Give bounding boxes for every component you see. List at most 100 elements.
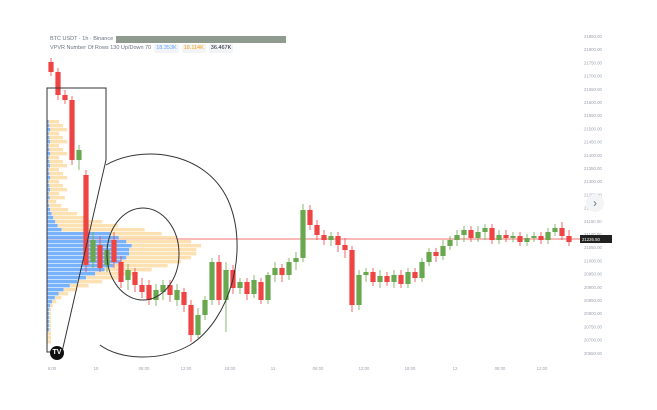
volume-profile-down-bar: [95, 272, 135, 276]
volume-profile-down-bar: [50, 176, 67, 180]
candle-body-up: [174, 290, 180, 300]
time-axis-label: 12: [453, 366, 458, 371]
candle-body-up: [545, 232, 551, 240]
time-axis-label: 06:00: [139, 366, 150, 371]
volume-profile-down-bar: [49, 312, 51, 316]
candle-body-down: [244, 282, 250, 294]
candle-body-down: [468, 230, 474, 238]
volume-profile-down-bar: [49, 124, 63, 128]
volume-profile-up-bar: [47, 196, 50, 200]
volume-profile-down-bar: [52, 300, 57, 304]
volume-profile-up-bar: [47, 120, 49, 124]
volume-profile-up-bar: [47, 164, 50, 168]
volume-profile-up-bar: [47, 284, 70, 288]
price-axis-label: 21450.00: [584, 140, 603, 145]
volume-profile-down-bar: [129, 252, 197, 256]
candle-body-up: [202, 300, 208, 315]
volume-profile-up-bar: [47, 224, 58, 228]
candle-body-down: [314, 225, 320, 235]
volume-profile-up-bar: [47, 168, 49, 172]
indicator-name[interactable]: VPVR Number Of Rows 130 Up/Down 70: [50, 45, 152, 51]
candle-body-down: [146, 285, 152, 300]
candle-body-up: [90, 240, 96, 262]
volume-profile-up-bar: [47, 180, 49, 184]
candle-body-up: [482, 228, 488, 232]
candle-body-up: [510, 236, 516, 238]
annotation-rectangle: [46, 87, 107, 353]
candle-body-down: [83, 175, 89, 265]
price-axis-label: 21100.00: [584, 232, 602, 237]
candle-body-up: [272, 268, 278, 275]
price-axis-label: 21000.00: [584, 258, 603, 263]
candle-body-down: [559, 228, 565, 236]
ohlc-values-strip: [116, 36, 287, 43]
time-axis-label: 12:00: [181, 366, 192, 371]
candle-body-up: [454, 235, 460, 240]
volume-profile-down-bar: [50, 188, 67, 192]
volume-profile-up-bar: [47, 156, 49, 160]
candle-body-down: [489, 228, 495, 240]
volume-profile-up-bar: [47, 208, 51, 212]
candle-body-up: [440, 246, 446, 256]
volume-profile-up-bar: [47, 144, 49, 148]
price-axis-label: 21350.00: [584, 166, 603, 171]
volume-profile-up-bar: [47, 192, 49, 196]
symbol-row[interactable]: BTC USDT · 1h · Binance: [50, 35, 287, 44]
candle-body-up: [356, 275, 362, 305]
volume-profile-up-bar: [47, 288, 64, 292]
candle-body-down: [118, 262, 124, 282]
volume-profile-down-bar: [126, 256, 192, 260]
volume-profile-down-bar: [63, 288, 78, 292]
candle-body-down: [335, 236, 341, 245]
candle-body-up: [524, 238, 530, 242]
volume-profile-down-bar: [49, 328, 51, 332]
candle-body-up: [552, 228, 558, 232]
indicator-row[interactable]: VPVR Number Of Rows 130 Up/Down 70 18.35…: [50, 44, 286, 53]
volume-profile-up-bar: [47, 204, 50, 208]
annotation-drawing: [46, 87, 238, 358]
volume-profile-up-bar: [47, 200, 49, 204]
price-axis-label: 21400.00: [584, 153, 603, 158]
volume-profile-up-bar: [47, 280, 78, 284]
volume-profile-down-bar: [49, 184, 63, 188]
volume-profile-up-bar: [47, 184, 50, 188]
candle-body-down: [433, 252, 439, 256]
volume-profile-up-bar: [47, 316, 50, 320]
candle-body-up: [265, 275, 271, 300]
candle-body-down: [216, 262, 222, 300]
volume-profile-up-bar: [47, 148, 50, 152]
volume-profile-down-bar: [49, 204, 62, 208]
chevron-right-icon[interactable]: ›: [586, 194, 604, 212]
candle-body-up: [76, 150, 82, 160]
annotation-outer-arc: [99, 153, 238, 358]
price-axis-label: 21600.00: [584, 100, 603, 105]
candle-body-down: [258, 282, 264, 300]
candle-body-down: [503, 235, 509, 238]
indicator-up-volume: 18.353K: [154, 44, 179, 53]
volume-profile-down-bar: [110, 232, 162, 236]
candle-body-up: [209, 262, 215, 300]
volume-profile-up-bar: [47, 136, 50, 140]
time-axis-label: 12:00: [537, 366, 548, 371]
symbol-title[interactable]: BTC USDT · 1h · Binance: [50, 36, 114, 42]
candle-body-down: [307, 210, 313, 225]
time-axis-label: 6:00: [48, 366, 57, 371]
price-axis-label: 20650.00: [584, 351, 603, 356]
candle-body-down: [69, 100, 75, 160]
candle-body-down: [97, 245, 103, 268]
volume-profile-up-bar: [47, 264, 114, 268]
candle-body-up: [160, 285, 166, 292]
candle-body-down: [370, 272, 376, 282]
volume-profile-up-bar: [47, 140, 50, 144]
candle-body-down: [167, 285, 173, 295]
volume-profile-up-bar: [47, 272, 96, 276]
candle-body-up: [447, 240, 453, 246]
volume-profile-down-bar: [47, 340, 51, 344]
candle-body-down: [132, 272, 138, 285]
time-axis-label: 11: [271, 366, 276, 371]
volume-profile-up-bar: [47, 312, 50, 316]
time-axis-label: 06:00: [495, 366, 506, 371]
volume-profile-down-bar: [50, 208, 69, 212]
